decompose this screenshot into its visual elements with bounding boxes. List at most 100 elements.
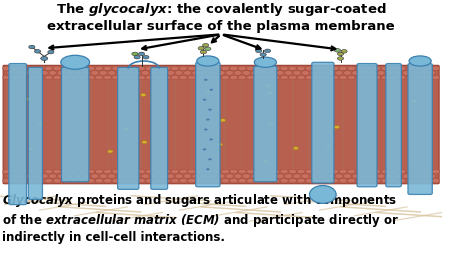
FancyBboxPatch shape	[408, 63, 432, 195]
Circle shape	[41, 57, 48, 60]
Circle shape	[57, 174, 65, 179]
FancyBboxPatch shape	[28, 67, 43, 199]
Circle shape	[26, 98, 31, 101]
Circle shape	[74, 71, 82, 75]
Circle shape	[432, 75, 439, 80]
Circle shape	[24, 71, 31, 75]
Circle shape	[87, 179, 95, 183]
Circle shape	[398, 169, 406, 174]
Circle shape	[3, 75, 10, 80]
FancyBboxPatch shape	[3, 65, 439, 184]
Circle shape	[141, 71, 149, 75]
Circle shape	[116, 174, 124, 179]
Ellipse shape	[409, 56, 431, 66]
Circle shape	[192, 71, 200, 75]
Circle shape	[280, 179, 288, 183]
Circle shape	[356, 75, 364, 80]
Circle shape	[175, 174, 183, 179]
Circle shape	[365, 179, 372, 183]
Circle shape	[293, 71, 301, 75]
Circle shape	[45, 66, 53, 71]
Circle shape	[402, 174, 410, 179]
Circle shape	[99, 71, 107, 75]
Circle shape	[238, 75, 246, 80]
Circle shape	[163, 169, 171, 174]
Circle shape	[175, 71, 183, 75]
Circle shape	[11, 75, 19, 80]
Circle shape	[120, 66, 128, 71]
Circle shape	[204, 169, 212, 174]
Circle shape	[120, 179, 128, 183]
Circle shape	[91, 71, 99, 75]
Circle shape	[360, 71, 368, 75]
Circle shape	[208, 109, 212, 111]
Circle shape	[398, 75, 406, 80]
Circle shape	[432, 169, 439, 174]
FancyBboxPatch shape	[312, 62, 334, 183]
Circle shape	[28, 147, 34, 150]
Circle shape	[255, 66, 263, 71]
Circle shape	[318, 71, 326, 75]
Circle shape	[125, 71, 132, 75]
Circle shape	[45, 169, 53, 174]
Circle shape	[129, 169, 137, 174]
Circle shape	[150, 174, 158, 179]
Circle shape	[402, 71, 410, 75]
Circle shape	[53, 75, 61, 80]
FancyBboxPatch shape	[62, 67, 89, 182]
Circle shape	[331, 169, 338, 174]
Circle shape	[314, 179, 322, 183]
Circle shape	[210, 89, 213, 91]
Circle shape	[242, 174, 250, 179]
Circle shape	[365, 169, 372, 174]
Circle shape	[331, 66, 338, 71]
Circle shape	[53, 169, 61, 174]
Circle shape	[432, 179, 439, 183]
Circle shape	[179, 169, 187, 174]
Circle shape	[268, 174, 275, 179]
Circle shape	[322, 179, 330, 183]
Circle shape	[373, 179, 381, 183]
Circle shape	[347, 169, 356, 174]
Circle shape	[202, 43, 209, 47]
Circle shape	[87, 169, 95, 174]
Circle shape	[192, 174, 200, 179]
Circle shape	[284, 174, 292, 179]
Circle shape	[314, 169, 322, 174]
Circle shape	[217, 174, 225, 179]
Circle shape	[49, 71, 57, 75]
Circle shape	[158, 174, 166, 179]
Circle shape	[238, 179, 246, 183]
Circle shape	[11, 179, 19, 183]
Circle shape	[112, 179, 120, 183]
Circle shape	[70, 66, 78, 71]
Circle shape	[381, 75, 389, 80]
Circle shape	[260, 53, 266, 57]
Circle shape	[373, 66, 381, 71]
Circle shape	[129, 66, 137, 71]
Circle shape	[220, 119, 226, 122]
Circle shape	[280, 169, 288, 174]
Circle shape	[369, 71, 377, 75]
Circle shape	[78, 66, 86, 71]
Circle shape	[167, 174, 174, 179]
Circle shape	[158, 71, 166, 75]
Circle shape	[163, 66, 171, 71]
Circle shape	[339, 75, 347, 80]
Circle shape	[377, 174, 385, 179]
Circle shape	[213, 66, 221, 71]
Circle shape	[230, 66, 238, 71]
Circle shape	[377, 71, 385, 75]
Circle shape	[213, 75, 221, 80]
Circle shape	[221, 75, 229, 80]
Circle shape	[120, 169, 128, 174]
Circle shape	[28, 169, 36, 174]
Circle shape	[327, 174, 335, 179]
Circle shape	[206, 168, 210, 170]
Circle shape	[381, 66, 389, 71]
Circle shape	[246, 179, 255, 183]
FancyBboxPatch shape	[9, 63, 27, 205]
Circle shape	[221, 169, 229, 174]
Circle shape	[65, 71, 73, 75]
Circle shape	[390, 75, 398, 80]
